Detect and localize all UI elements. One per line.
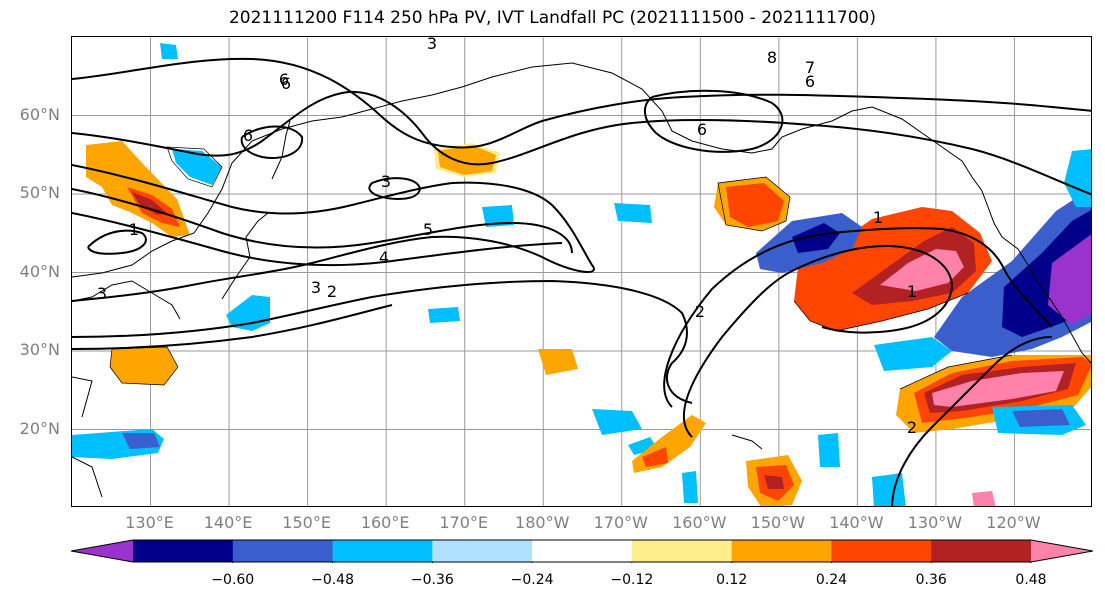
colorbar-tick-label: 0.60 — [1096, 572, 1105, 588]
latitude-label: 30°N — [19, 340, 60, 359]
pv-contours — [72, 57, 1091, 506]
longitude-label: 160°W — [672, 513, 727, 532]
longitude-label: 130°W — [907, 513, 963, 532]
anomaly-patch — [682, 471, 698, 503]
longitude-label: 140°W — [829, 513, 884, 532]
colorbar-tick-label: 0.12 — [716, 572, 748, 588]
colorbar-tick-label: −0.36 — [410, 572, 454, 588]
contour-labels: 3663876665432131122 — [97, 37, 917, 437]
anomaly-patch — [109, 346, 179, 386]
longitude-label: 170°E — [439, 513, 489, 532]
colorbar-tick-label: 0.24 — [815, 572, 848, 588]
anomaly-patch — [428, 307, 460, 323]
colorbar-extend-min — [71, 540, 133, 562]
anomaly-patch — [872, 473, 906, 506]
anomaly-patch — [932, 371, 1064, 407]
colorbar-bin — [232, 540, 334, 562]
anomaly-patch — [1064, 149, 1091, 207]
anomaly-patch — [642, 447, 668, 467]
colorbar-outline — [71, 539, 1093, 563]
contour-label: 3 — [97, 284, 107, 303]
figure-title: 2021111200 F114 250 hPa PV, IVT Landfall… — [228, 8, 876, 28]
contour-label: 1 — [129, 220, 139, 239]
anomaly-patch — [726, 183, 784, 227]
colorbar-tick-label: −0.24 — [510, 572, 554, 588]
anomaly-patch — [1012, 409, 1070, 427]
anomaly-patch — [592, 409, 642, 435]
contour-label: 5 — [423, 220, 433, 239]
anomaly-patch — [614, 203, 652, 223]
colorbar-bin — [931, 540, 1032, 562]
contour-label: 4 — [379, 248, 389, 267]
contour-label: 1 — [873, 208, 883, 227]
contour-label: 8 — [767, 48, 777, 67]
longitude-label: 150°E — [282, 513, 331, 532]
latitude-label: 40°N — [19, 261, 60, 281]
longitude-label: 170°W — [593, 513, 648, 532]
contour-label: 6 — [281, 74, 291, 93]
colorbar-tick-label: −0.60 — [211, 572, 255, 588]
colorbar-bin — [731, 540, 832, 562]
anomaly-patch — [764, 475, 784, 489]
colorbar-bin — [831, 540, 932, 562]
contour-label: 6 — [279, 70, 289, 89]
anomaly-patch — [160, 43, 178, 59]
map-canvas: 3663876665432131122 — [72, 37, 1091, 506]
colorbar-tick-label: 0.48 — [1015, 572, 1047, 588]
longitude-label: 180°W — [515, 513, 570, 532]
anomaly-patch — [538, 349, 578, 375]
colorbar-bin — [631, 540, 733, 562]
anomaly-patch — [874, 337, 952, 371]
contour-label: 6 — [697, 120, 707, 139]
anomaly-patch — [482, 205, 514, 227]
longitude-label: 140°E — [203, 513, 253, 532]
contour-label: 2 — [907, 418, 917, 437]
anomaly-patch — [438, 145, 496, 175]
colorbar-bin — [332, 540, 433, 562]
anomaly-patch — [110, 347, 178, 385]
contour-label: 1 — [907, 282, 917, 301]
anomaly-patch — [818, 433, 840, 467]
latitude-label: 50°N — [19, 183, 60, 202]
contour-label: 3 — [427, 37, 437, 53]
anomaly-patch — [880, 249, 964, 291]
longitude-label: 130°E — [125, 513, 174, 532]
anomaly-patch — [972, 491, 996, 506]
colorbar-tick-label: −0.48 — [311, 572, 354, 588]
colorbar-bin — [532, 540, 633, 562]
longitude-label: 150°W — [750, 513, 806, 532]
latitude-label: 60°N — [19, 104, 60, 124]
anomaly-outlines — [717, 176, 1013, 390]
anomaly-patch — [792, 223, 840, 253]
anomaly-patch — [1048, 234, 1091, 325]
longitude-label: 120°W — [986, 513, 1041, 532]
colorbar-tick-label: −0.12 — [610, 572, 654, 588]
colorbar-bin — [432, 540, 533, 562]
anomaly-patch — [166, 146, 223, 188]
graticule — [72, 37, 1091, 506]
longitude-label: 160°E — [360, 513, 410, 532]
contour-label: 2 — [327, 282, 337, 301]
coastlines — [72, 62, 1091, 498]
latitude-label: 20°N — [19, 418, 60, 438]
colorbar-extend-max — [1031, 540, 1093, 562]
anomaly-patch — [132, 192, 167, 215]
colorbar-tick-label: 0.36 — [915, 572, 947, 588]
ivt-anomaly-shading — [72, 43, 1091, 506]
anomaly-patch — [122, 433, 160, 449]
contour-label: 7 — [805, 58, 815, 77]
anomaly-patch — [172, 149, 222, 185]
colorbar — [71, 539, 1093, 563]
contour-label: 3 — [381, 172, 391, 191]
colorbar-bin — [133, 540, 234, 562]
map-panel: 3663876665432131122 — [71, 36, 1092, 507]
contour-label: 6 — [805, 72, 815, 91]
contour-label: 2 — [695, 302, 705, 321]
contour-label: 3 — [311, 278, 321, 297]
contour-label: 6 — [243, 126, 253, 145]
